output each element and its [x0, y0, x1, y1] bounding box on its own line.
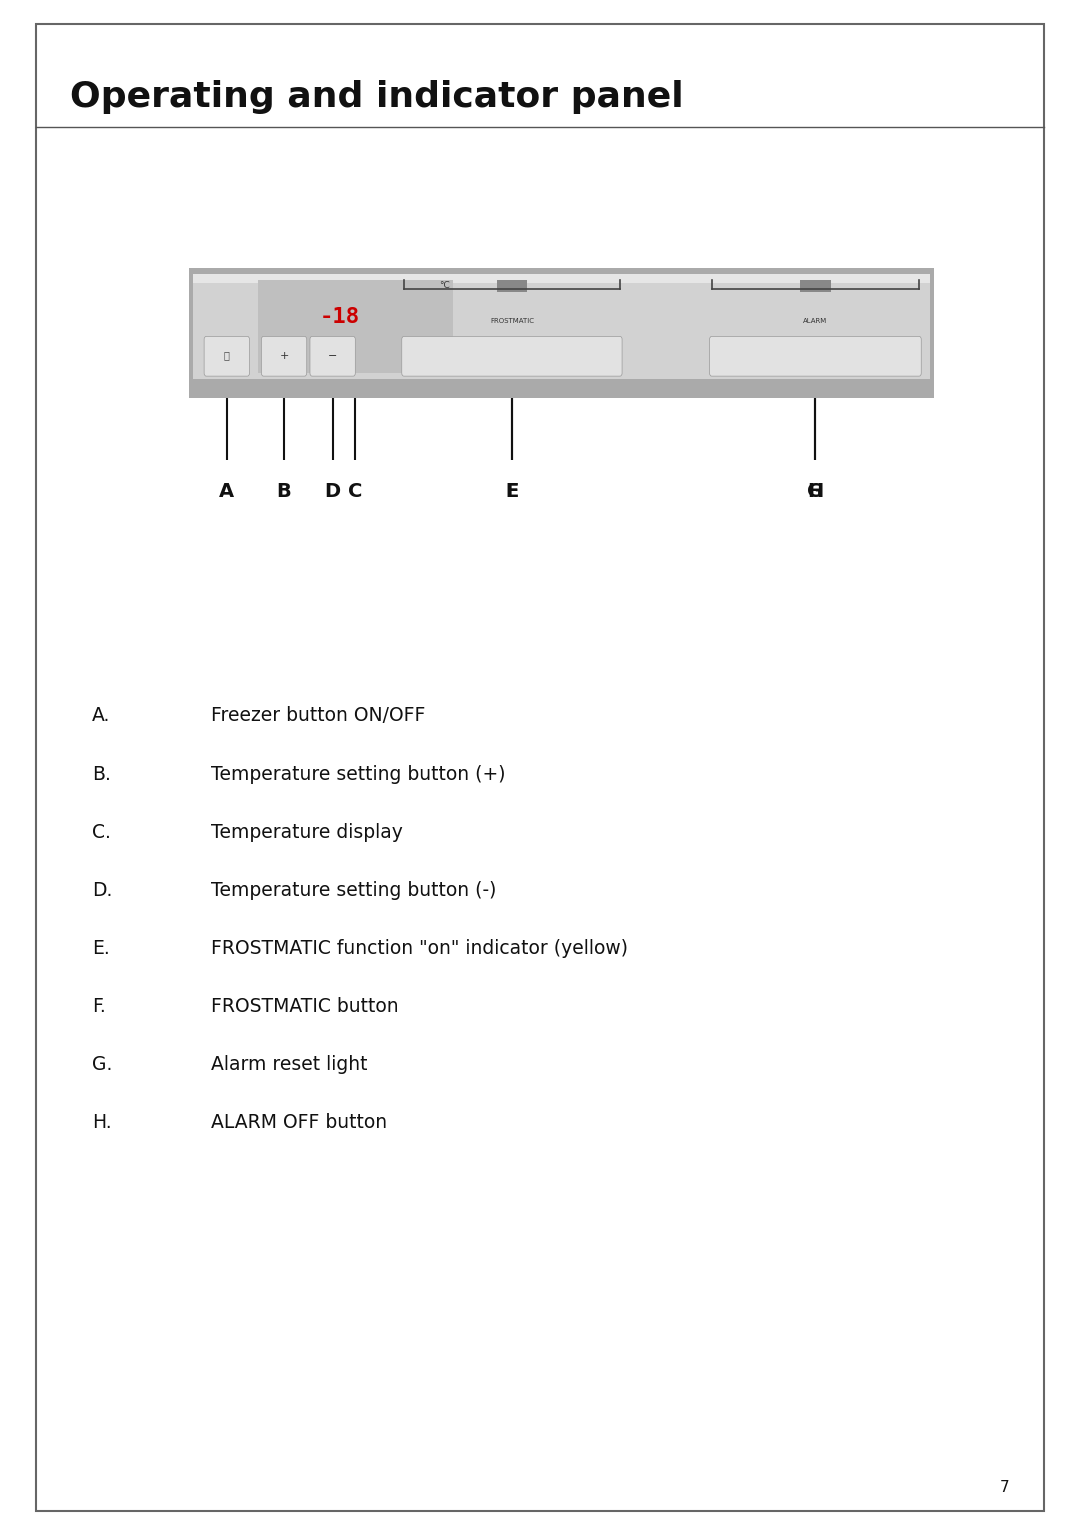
Text: ALARM: ALARM [804, 318, 827, 324]
FancyBboxPatch shape [258, 280, 453, 373]
FancyBboxPatch shape [36, 24, 1044, 1511]
Text: C.: C. [92, 823, 110, 841]
Text: Alarm reset light: Alarm reset light [211, 1055, 367, 1073]
Text: ALARM OFF button: ALARM OFF button [211, 1113, 387, 1131]
FancyBboxPatch shape [261, 336, 307, 376]
Text: Operating and indicator panel: Operating and indicator panel [70, 80, 684, 113]
Text: -18: -18 [320, 307, 360, 327]
FancyBboxPatch shape [402, 336, 622, 376]
Text: C: C [348, 482, 363, 500]
Text: ⓘ: ⓘ [224, 350, 230, 359]
Text: F.: F. [92, 997, 106, 1015]
Text: °C: °C [440, 281, 450, 291]
Text: H.: H. [92, 1113, 111, 1131]
Text: B.: B. [92, 764, 110, 783]
FancyBboxPatch shape [189, 268, 934, 398]
Text: 7: 7 [1000, 1480, 1010, 1495]
Text: Temperature setting button (+): Temperature setting button (+) [211, 764, 505, 783]
Text: E.: E. [92, 939, 109, 957]
Text: FROSTMATIC function "on" indicator (yellow): FROSTMATIC function "on" indicator (yell… [211, 939, 627, 957]
Text: D.: D. [92, 881, 112, 899]
Text: F: F [505, 482, 518, 500]
Text: A.: A. [92, 706, 110, 725]
Text: A: A [219, 482, 234, 500]
Text: Freezer button ON/OFF: Freezer button ON/OFF [211, 706, 424, 725]
FancyBboxPatch shape [497, 280, 527, 292]
FancyBboxPatch shape [193, 274, 930, 283]
Text: +: + [280, 352, 288, 361]
FancyBboxPatch shape [193, 274, 930, 379]
Text: E: E [505, 482, 518, 500]
FancyBboxPatch shape [310, 336, 355, 376]
FancyBboxPatch shape [710, 336, 921, 376]
Text: D: D [325, 482, 340, 500]
FancyBboxPatch shape [204, 336, 249, 376]
Text: FROSTMATIC button: FROSTMATIC button [211, 997, 399, 1015]
Text: H: H [807, 482, 824, 500]
Text: Temperature display: Temperature display [211, 823, 403, 841]
Text: −: − [328, 352, 337, 361]
FancyBboxPatch shape [800, 280, 831, 292]
Text: FROSTMATIC: FROSTMATIC [490, 318, 534, 324]
Text: Temperature setting button (-): Temperature setting button (-) [211, 881, 496, 899]
Text: G: G [808, 482, 823, 500]
Text: B: B [276, 482, 292, 500]
Text: G.: G. [92, 1055, 112, 1073]
